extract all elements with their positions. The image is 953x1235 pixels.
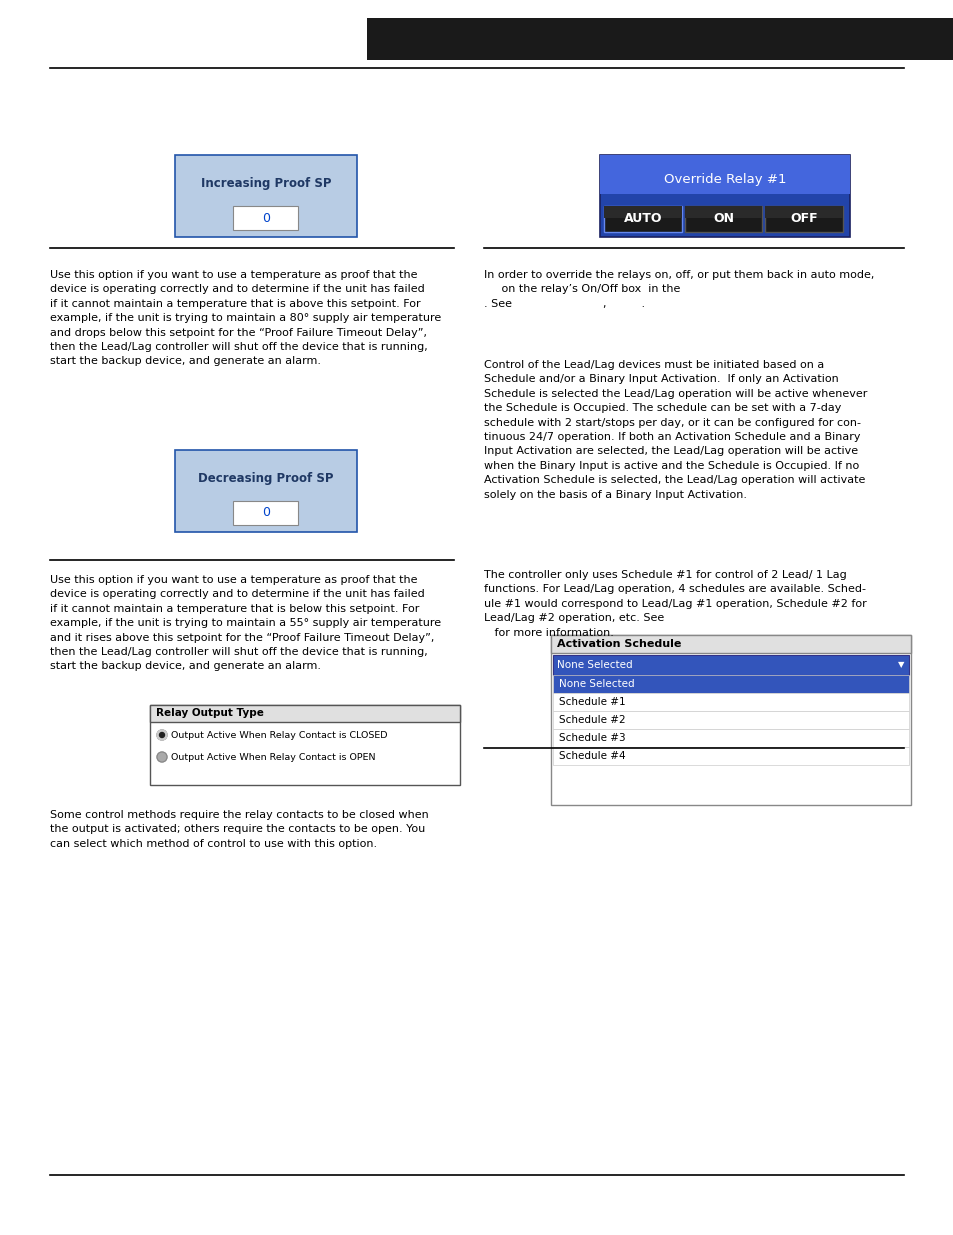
Text: Decreasing Proof SP: Decreasing Proof SP bbox=[198, 472, 334, 485]
Text: In order to override the relays on, off, or put them back in auto mode,
     on : In order to override the relays on, off,… bbox=[483, 270, 874, 309]
Bar bbox=[233, 206, 298, 230]
Text: OFF: OFF bbox=[789, 212, 817, 226]
Bar bbox=[174, 156, 356, 237]
Bar bbox=[684, 206, 761, 232]
Bar bbox=[553, 747, 908, 764]
Text: None Selected: None Selected bbox=[558, 679, 634, 689]
Text: Schedule #3: Schedule #3 bbox=[558, 734, 625, 743]
Bar bbox=[551, 635, 910, 653]
Text: Override Relay #1: Override Relay #1 bbox=[663, 173, 785, 186]
Text: Relay Output Type: Relay Output Type bbox=[156, 709, 264, 719]
Text: Schedule #1: Schedule #1 bbox=[558, 697, 625, 706]
Text: Some control methods require the relay contacts to be closed when
the output is : Some control methods require the relay c… bbox=[50, 810, 428, 848]
Bar bbox=[553, 655, 908, 676]
Bar bbox=[603, 206, 681, 217]
Text: ON: ON bbox=[712, 212, 733, 226]
Bar bbox=[553, 729, 908, 747]
Text: Activation Schedule: Activation Schedule bbox=[557, 638, 680, 650]
Text: AUTO: AUTO bbox=[623, 212, 661, 226]
Text: 0: 0 bbox=[262, 506, 270, 520]
Bar bbox=[764, 206, 842, 217]
Circle shape bbox=[159, 732, 164, 737]
Bar bbox=[553, 711, 908, 729]
Bar bbox=[599, 156, 849, 194]
Text: 0: 0 bbox=[262, 211, 270, 225]
Text: Schedule #2: Schedule #2 bbox=[558, 715, 625, 725]
Circle shape bbox=[157, 730, 167, 740]
Bar bbox=[599, 156, 849, 237]
Text: Use this option if you want to use a temperature as proof that the
device is ope: Use this option if you want to use a tem… bbox=[50, 270, 441, 367]
Bar bbox=[233, 501, 298, 525]
Bar bbox=[551, 635, 910, 805]
Text: Use this option if you want to use a temperature as proof that the
device is ope: Use this option if you want to use a tem… bbox=[50, 576, 440, 672]
Text: Schedule #4: Schedule #4 bbox=[558, 751, 625, 761]
Bar bbox=[367, 19, 953, 61]
Bar bbox=[150, 705, 459, 722]
Text: Output Active When Relay Contact is OPEN: Output Active When Relay Contact is OPEN bbox=[171, 752, 375, 762]
Bar bbox=[553, 693, 908, 711]
Bar bbox=[603, 206, 681, 232]
Bar bbox=[684, 206, 761, 217]
Text: None Selected: None Selected bbox=[557, 659, 632, 671]
Circle shape bbox=[157, 730, 167, 740]
Text: Increasing Proof SP: Increasing Proof SP bbox=[200, 177, 331, 190]
Bar bbox=[150, 705, 459, 785]
Bar bbox=[553, 676, 908, 693]
Text: ▼: ▼ bbox=[897, 661, 903, 669]
Text: Output Active When Relay Contact is CLOSED: Output Active When Relay Contact is CLOS… bbox=[171, 730, 387, 740]
Bar bbox=[174, 450, 356, 532]
Text: The controller only uses Schedule #1 for control of 2 Lead/ 1 Lag
functions. For: The controller only uses Schedule #1 for… bbox=[483, 571, 866, 637]
Text: Control of the Lead/Lag devices must be initiated based on a
Schedule and/or a B: Control of the Lead/Lag devices must be … bbox=[483, 359, 866, 500]
Circle shape bbox=[157, 752, 167, 762]
Bar bbox=[764, 206, 842, 232]
